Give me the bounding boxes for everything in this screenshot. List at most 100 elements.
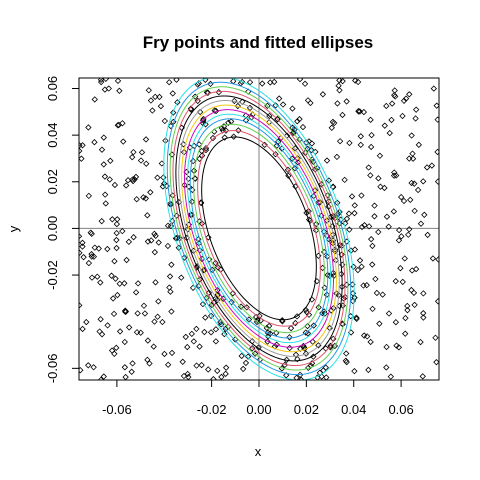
- fry-point: [199, 117, 207, 124]
- fry-point: [434, 178, 439, 185]
- fitted-ellipse-1: [201, 136, 317, 321]
- fry-point: [119, 227, 126, 235]
- fry-point: [367, 236, 375, 243]
- fry-point: [299, 123, 307, 131]
- fry-point: [301, 80, 309, 87]
- fry-point: [398, 193, 405, 201]
- fry-point: [130, 234, 137, 241]
- fry-point: [96, 328, 103, 335]
- fry-point: [104, 245, 111, 253]
- fry-point: [289, 105, 296, 112]
- fry-point: [111, 350, 118, 357]
- fry-point: [294, 118, 301, 125]
- fry-point: [152, 279, 159, 286]
- fry-point: [379, 291, 386, 298]
- fry-point: [198, 147, 205, 155]
- fry-point: [129, 154, 136, 161]
- fitted-ellipse-11: [169, 86, 349, 371]
- fry-point: [200, 267, 207, 274]
- fry-point: [91, 139, 98, 146]
- fry-point: [354, 78, 362, 86]
- fry-point: [115, 121, 123, 129]
- fry-point: [149, 107, 156, 114]
- fry-point: [424, 231, 431, 239]
- fry-point: [383, 102, 390, 110]
- fry-point: [434, 298, 439, 305]
- fry-point: [180, 372, 188, 380]
- fry-point: [434, 116, 439, 123]
- fry-point: [284, 166, 292, 173]
- fry-point: [214, 292, 221, 299]
- fry-point: [369, 242, 376, 250]
- fry-point: [122, 373, 129, 380]
- fry-point: [101, 191, 109, 198]
- fry-point: [296, 78, 304, 83]
- fry-point: [142, 195, 149, 202]
- fry-point: [116, 328, 124, 335]
- fry-point: [210, 375, 217, 380]
- fry-point: [395, 344, 403, 351]
- x-tick-label: 0.04: [341, 402, 366, 417]
- fry-point: [336, 78, 343, 84]
- fry-point: [411, 301, 418, 309]
- fry-point: [175, 244, 182, 251]
- fry-point: [279, 318, 286, 325]
- fry-point: [134, 280, 142, 287]
- fry-point: [214, 264, 222, 271]
- fry-point: [315, 304, 322, 311]
- fry-point: [345, 210, 353, 217]
- fry-point: [132, 289, 140, 296]
- fry-point: [113, 344, 120, 351]
- fry-point: [351, 367, 358, 375]
- fry-point: [218, 124, 226, 132]
- fry-point: [404, 302, 411, 310]
- fry-point: [350, 263, 357, 270]
- fry-point: [286, 344, 293, 352]
- fry-point: [356, 257, 364, 264]
- fry-point: [155, 239, 162, 246]
- fry-point: [91, 244, 98, 251]
- fry-point: [363, 333, 371, 340]
- fry-point: [198, 199, 205, 207]
- fry-point: [166, 200, 174, 208]
- fry-point: [293, 374, 300, 380]
- fry-point: [383, 343, 390, 351]
- fry-point: [417, 220, 425, 227]
- x-axis-label: x: [255, 444, 262, 459]
- fry-point: [203, 294, 210, 302]
- fry-point: [132, 173, 140, 181]
- fry-point: [367, 116, 374, 124]
- fry-point: [167, 222, 175, 230]
- fry-point: [432, 334, 439, 341]
- fry-point: [214, 367, 221, 375]
- fry-point: [433, 102, 439, 109]
- fry-point: [193, 362, 200, 369]
- fry-point: [202, 145, 210, 152]
- fry-point: [79, 142, 86, 149]
- fry-point: [343, 350, 350, 357]
- fry-point: [357, 133, 364, 140]
- fry-point: [331, 342, 339, 350]
- fry-point: [357, 141, 364, 149]
- fry-point: [98, 146, 106, 153]
- fry-point: [229, 290, 237, 297]
- fry-point: [334, 210, 342, 218]
- fry-point: [134, 310, 141, 317]
- fry-point: [398, 233, 405, 240]
- fry-point: [198, 361, 205, 369]
- fry-point: [113, 244, 120, 252]
- fry-point: [325, 177, 333, 184]
- fry-point: [181, 254, 188, 261]
- fry-point: [267, 79, 274, 86]
- fitted-ellipse-2: [197, 130, 321, 327]
- fry-point: [390, 172, 398, 179]
- fry-point: [388, 116, 395, 124]
- fry-point: [222, 78, 223, 79]
- fry-point: [292, 319, 299, 327]
- fry-point: [367, 143, 375, 151]
- fry-point: [407, 196, 414, 204]
- fry-point: [433, 359, 439, 366]
- fry-point: [174, 99, 181, 106]
- fry-point: [154, 313, 161, 320]
- fry-point: [392, 319, 400, 326]
